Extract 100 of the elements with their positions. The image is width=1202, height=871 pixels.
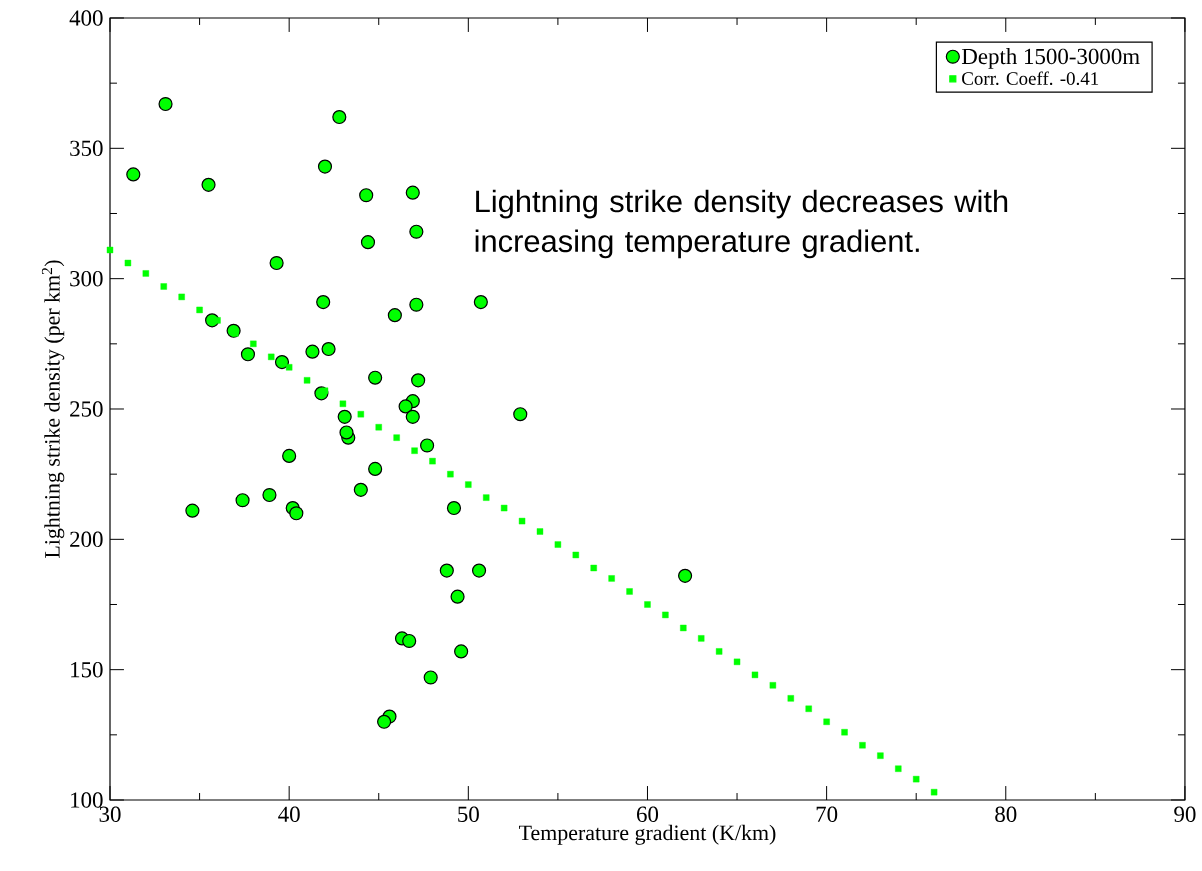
point: [518, 517, 526, 525]
point: [393, 434, 400, 441]
point: [447, 470, 454, 478]
point: [698, 635, 705, 642]
point: [590, 564, 597, 572]
point: [142, 270, 150, 277]
point: [339, 400, 347, 407]
point: [877, 752, 884, 759]
point: [930, 788, 938, 796]
point: [368, 370, 383, 385]
point: [289, 506, 304, 521]
point: [387, 308, 402, 323]
point: [124, 259, 132, 267]
point: [572, 551, 579, 559]
point: [321, 341, 336, 357]
point: [317, 159, 333, 174]
x-tick-label: 40: [278, 806, 300, 822]
point: [178, 293, 185, 301]
y-tick-label: 350: [70, 140, 103, 157]
point: [368, 461, 383, 477]
point: [332, 109, 347, 125]
x-axis-title: Temperature gradient (K/km): [519, 824, 776, 845]
point: [305, 344, 320, 359]
point: [439, 563, 454, 578]
point: [483, 494, 490, 501]
point: [235, 493, 250, 508]
point: [106, 246, 114, 254]
y-tick-label: 400: [69, 10, 103, 26]
point: [316, 295, 331, 310]
point: [446, 500, 462, 516]
y-tick-label: 150: [71, 661, 103, 678]
point: [513, 407, 528, 422]
point: [405, 185, 420, 200]
y-axis-title: Lightning strike density (per km$^{2}$): [41, 260, 65, 558]
point: [644, 601, 651, 608]
point: [678, 568, 693, 583]
point: [769, 682, 777, 689]
point: [269, 255, 284, 271]
point: [398, 399, 413, 414]
point: [895, 765, 902, 772]
point: [805, 705, 812, 712]
point: [405, 409, 420, 424]
point: [454, 644, 469, 659]
point: [196, 306, 203, 314]
point: [158, 96, 173, 112]
point: [751, 671, 759, 679]
point: [465, 481, 472, 488]
point: [429, 457, 436, 465]
point: [274, 355, 290, 370]
point: [841, 729, 848, 736]
point: [268, 353, 275, 361]
point: [411, 373, 426, 388]
point: [859, 742, 866, 749]
point: [608, 575, 615, 582]
point: [913, 775, 920, 783]
point: [409, 297, 424, 312]
point: [680, 624, 687, 632]
point: [375, 424, 382, 431]
point: [715, 648, 723, 655]
legend-label: Corr. Coeff. -0.41: [962, 71, 1099, 85]
point: [402, 633, 417, 649]
x-tick-label: 60: [636, 806, 659, 822]
point: [353, 482, 368, 497]
point: [360, 235, 376, 250]
y-tick-label: 200: [70, 531, 103, 548]
point: [626, 588, 633, 595]
point: [554, 541, 562, 548]
point: [473, 295, 488, 310]
point: [423, 670, 438, 685]
point: [185, 503, 200, 518]
point: [662, 611, 669, 619]
point: [160, 283, 167, 290]
point: [282, 448, 297, 463]
y-tick-label: 250: [70, 401, 103, 417]
point: [411, 447, 418, 454]
point: [339, 425, 354, 440]
point: [303, 377, 311, 384]
point: [359, 188, 374, 203]
point: [377, 714, 392, 729]
point: [500, 504, 508, 512]
x-tick-label: 70: [816, 806, 838, 822]
point: [337, 409, 352, 424]
point: [823, 718, 830, 725]
x-tick-label: 30: [99, 806, 121, 822]
point: [262, 487, 277, 503]
x-tick-label: 80: [995, 806, 1017, 822]
y-tick-label: 100: [71, 792, 103, 808]
point: [240, 347, 256, 362]
point: [126, 167, 141, 182]
annotation: Lightning strike density decreases with increasing temperature gradient.: [475, 189, 1008, 259]
point: [201, 177, 216, 192]
point: [733, 658, 741, 666]
point: [471, 563, 487, 578]
x-tick-label: 50: [458, 806, 479, 822]
point: [450, 589, 465, 604]
point: [420, 438, 435, 453]
y-tick-label: 300: [70, 270, 103, 287]
x-tick-label: 90: [1174, 806, 1196, 822]
point: [250, 340, 257, 348]
point: [787, 695, 794, 702]
